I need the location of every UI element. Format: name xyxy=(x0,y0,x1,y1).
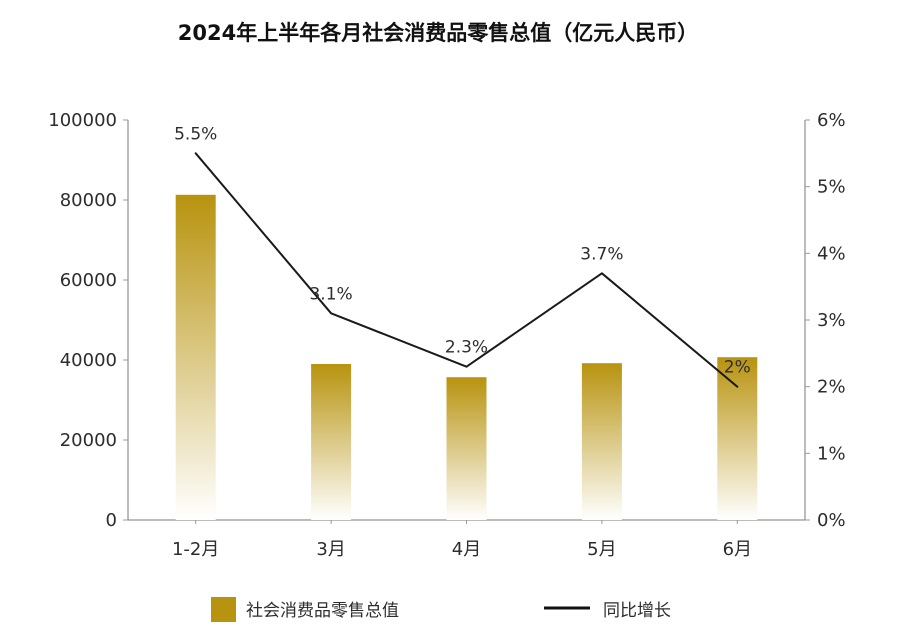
chart-title: 2024年上半年各月社会消费品零售总值（亿元人民币） xyxy=(178,21,698,45)
line-point-label: 2% xyxy=(724,358,751,378)
bar xyxy=(446,377,487,520)
left-axis-ticks: 100000 80000 60000 40000 20000 0 xyxy=(48,110,128,531)
line-series: 5.5% 3.1% 2.3% 3.7% 2% xyxy=(174,124,751,388)
left-axis-tick-label: 20000 xyxy=(60,430,117,451)
line-point-label: 2.3% xyxy=(445,338,488,358)
legend-line-label: 同比增长 xyxy=(603,601,671,621)
legend: 社会消费品零售总值 同比增长 xyxy=(211,597,671,622)
left-axis-tick-label: 100000 xyxy=(48,110,117,131)
line-point-label: 3.7% xyxy=(580,244,623,264)
right-axis-tick-label: 0% xyxy=(817,510,846,531)
category-label: 5月 xyxy=(587,539,616,560)
right-axis-tick-label: 6% xyxy=(817,110,846,131)
right-axis-tick-label: 5% xyxy=(817,177,846,198)
bar xyxy=(581,363,622,520)
legend-bar-label: 社会消费品零售总值 xyxy=(246,601,399,621)
left-axis-tick-label: 60000 xyxy=(60,270,117,291)
line-point-label: 3.1% xyxy=(309,284,352,304)
bar xyxy=(717,357,758,520)
category-label: 4月 xyxy=(452,539,481,560)
bar xyxy=(175,194,216,521)
right-axis-tick-label: 4% xyxy=(817,243,846,264)
right-axis-tick-label: 2% xyxy=(817,377,846,398)
legend-bar-swatch xyxy=(211,597,236,622)
line-point-label: 5.5% xyxy=(174,124,217,144)
left-axis-tick-label: 40000 xyxy=(60,350,117,371)
left-axis-tick-label: 0 xyxy=(106,510,117,531)
yoy-growth-line xyxy=(194,152,739,388)
category-label: 6月 xyxy=(723,539,752,560)
right-axis-ticks: 6% 5% 4% 3% 2% 1% 0% xyxy=(805,110,846,531)
right-axis-tick-label: 3% xyxy=(817,310,846,331)
right-axis-tick-label: 1% xyxy=(817,443,846,464)
category-label: 3月 xyxy=(316,539,345,560)
left-axis-tick-label: 80000 xyxy=(60,190,117,211)
category-label: 1-2月 xyxy=(172,539,219,560)
bar-series xyxy=(175,194,758,521)
bar xyxy=(311,364,352,520)
category-labels: 1-2月 3月 4月 5月 6月 xyxy=(172,520,752,560)
